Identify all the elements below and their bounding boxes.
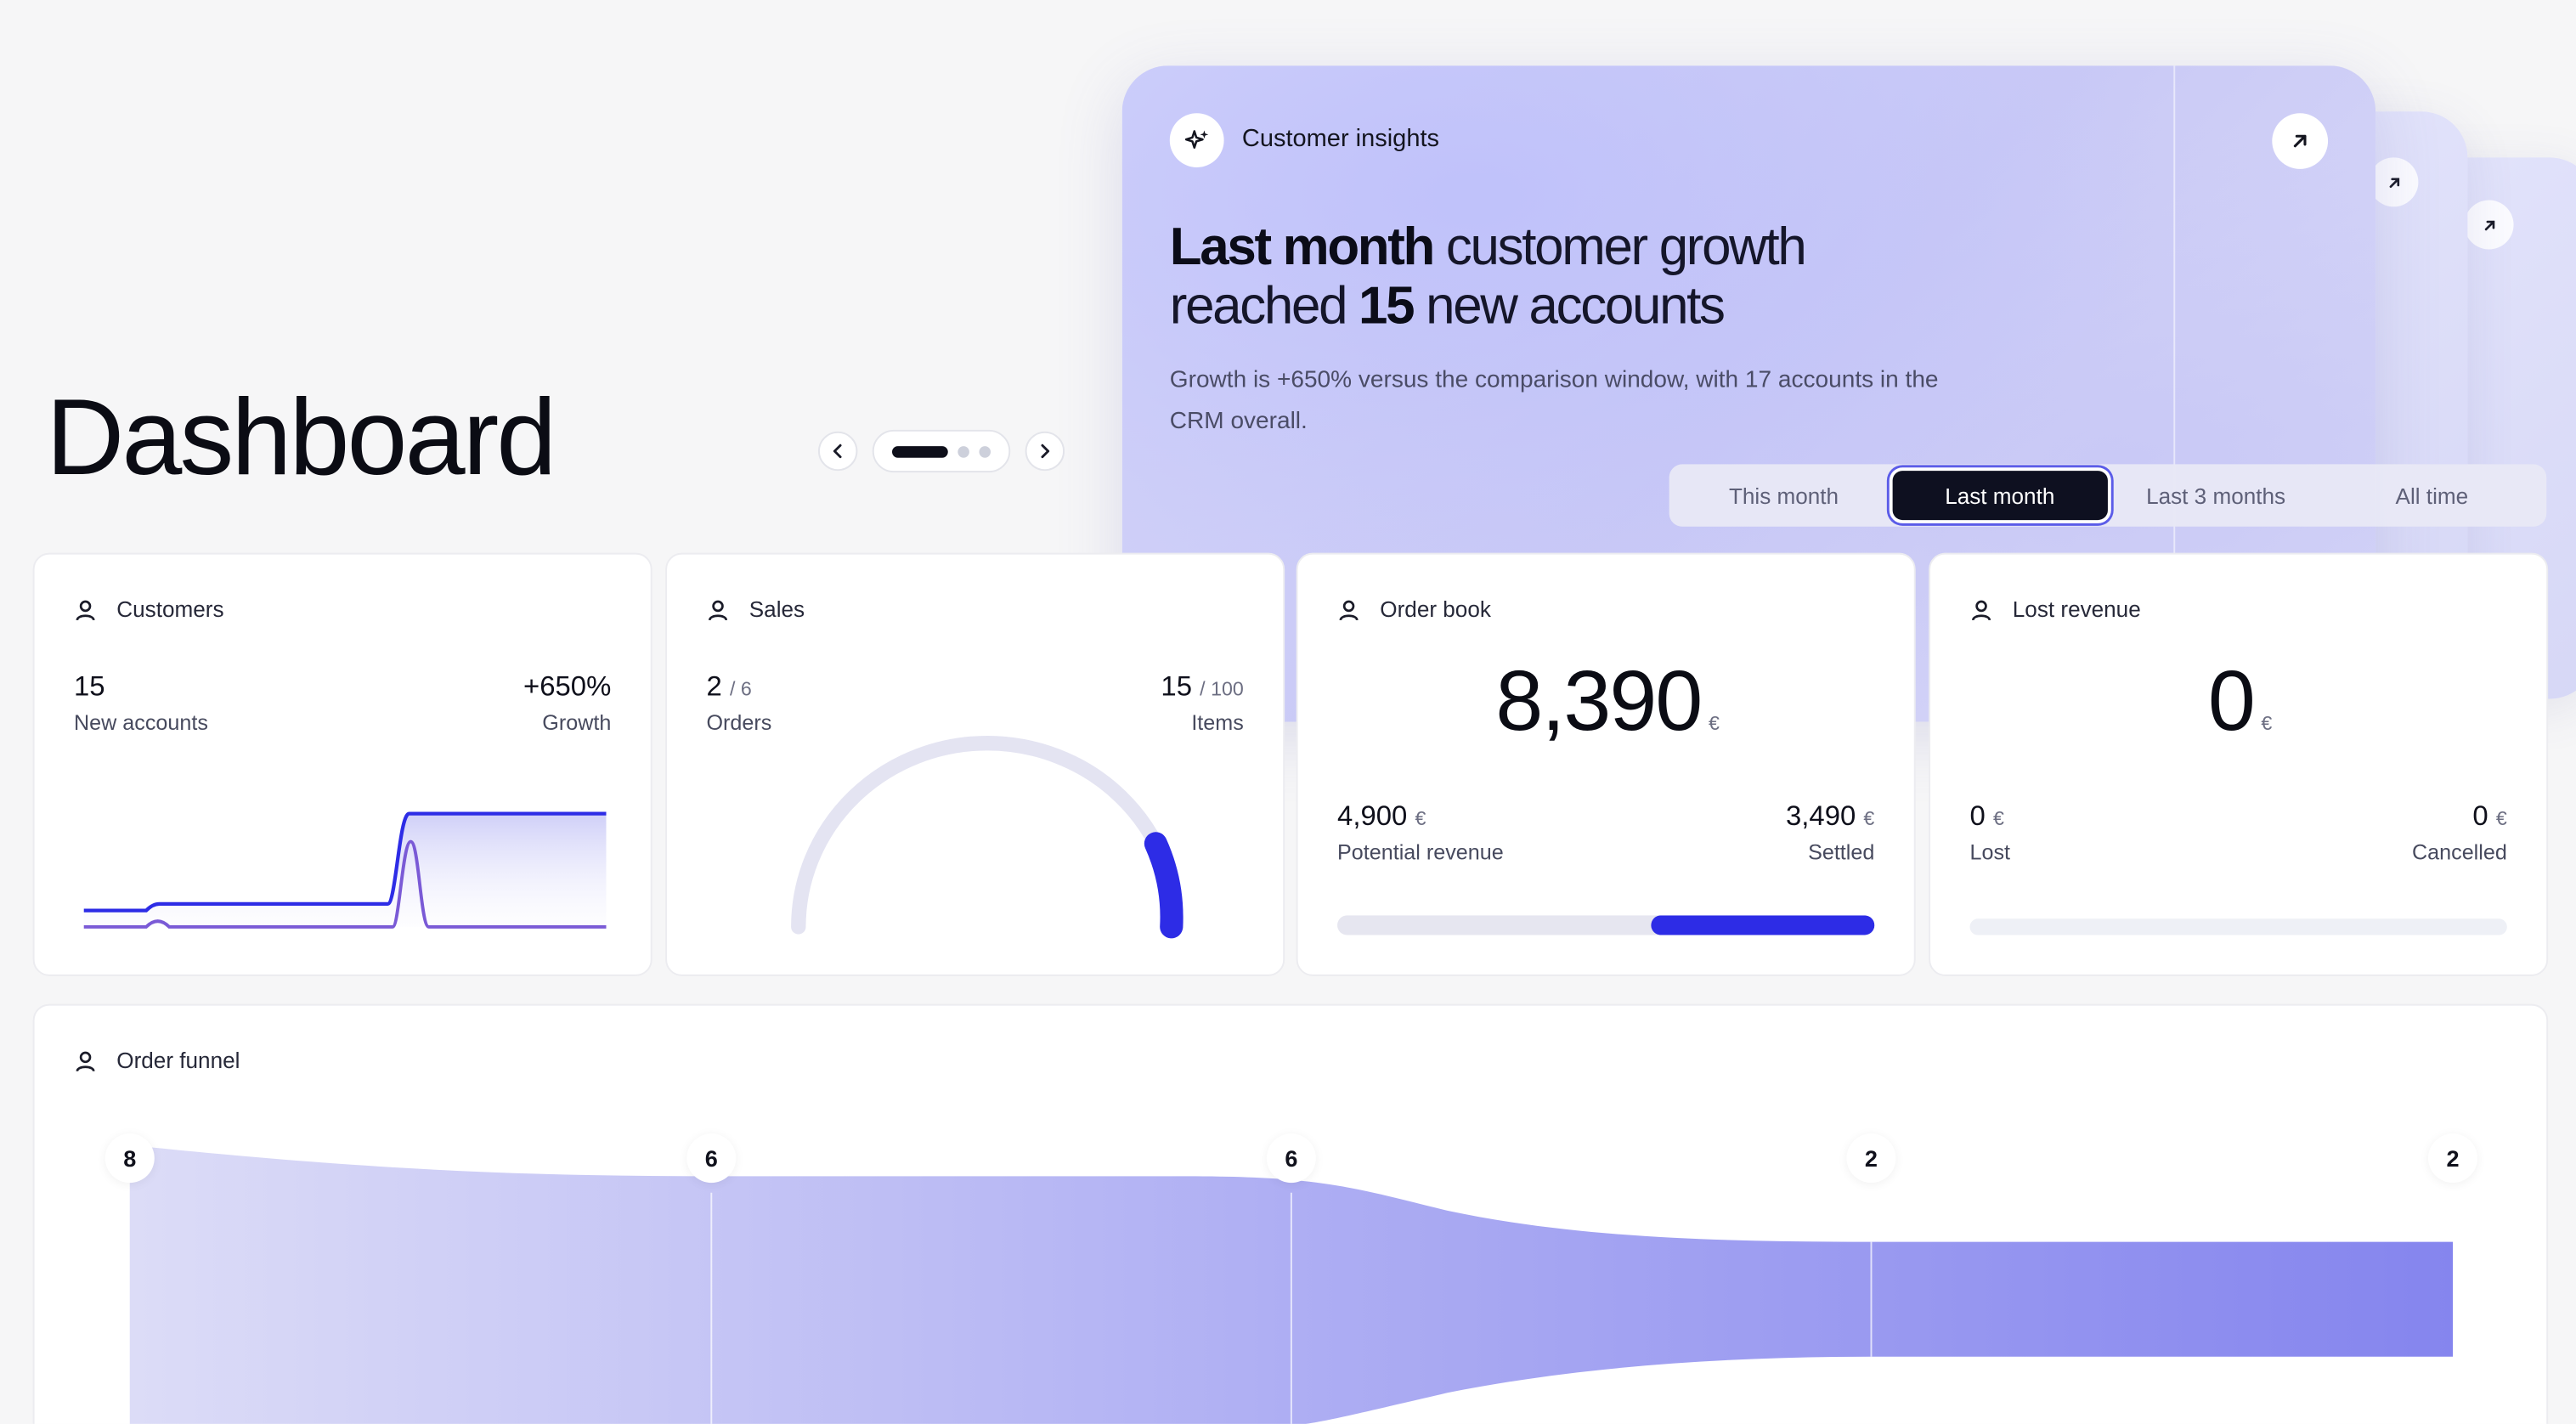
card-title: Lost revenue bbox=[2012, 596, 2141, 622]
order-book-total: 8,390 € bbox=[1495, 654, 1720, 750]
lost-revenue-total: 0 € bbox=[2207, 654, 2273, 750]
customers-card: Customers 15 New accounts +650% Growth bbox=[32, 552, 652, 976]
insight-description: Growth is +650% versus the comparison wi… bbox=[1169, 367, 1939, 435]
carousel-dot-3[interactable] bbox=[979, 445, 991, 457]
funnel-chart bbox=[129, 1144, 2454, 1424]
cancelled-label: Cancelled bbox=[2412, 839, 2507, 865]
settled-progress-fill bbox=[1651, 915, 1875, 935]
page-title: Dashboard bbox=[46, 376, 556, 498]
growth-line-current bbox=[83, 811, 607, 913]
period-selector: This month Last month Last 3 months All … bbox=[1669, 464, 2547, 527]
carousel-dot-2[interactable] bbox=[958, 445, 969, 457]
growth-label: Growth bbox=[542, 710, 612, 735]
tab-all-time[interactable]: All time bbox=[2395, 483, 2469, 508]
settled-label: Settled bbox=[1808, 839, 1875, 865]
funnel-stage-4-count: 2 bbox=[1846, 1133, 1896, 1184]
card-title: Customers bbox=[116, 596, 224, 622]
open-arrow-icon bbox=[2369, 157, 2419, 207]
new-accounts-value: 15 bbox=[74, 670, 105, 703]
card-title: Order book bbox=[1380, 596, 1491, 622]
orders-value: 2 / 6 bbox=[706, 670, 752, 703]
lost-progress-bar bbox=[1969, 918, 2507, 935]
funnel-stage-5-count: 2 bbox=[2428, 1133, 2478, 1184]
tab-last-month[interactable]: Last month bbox=[1891, 471, 2108, 521]
funnel-stage-2-count: 6 bbox=[686, 1133, 737, 1184]
settled-value: 3,490 € bbox=[1785, 800, 1875, 832]
card-title: Sales bbox=[749, 596, 805, 622]
potential-revenue-value: 4,900 € bbox=[1337, 800, 1426, 832]
funnel-stage-1-count: 8 bbox=[105, 1133, 155, 1184]
growth-chart bbox=[83, 811, 607, 929]
chevron-left-icon bbox=[833, 444, 842, 459]
growth-line-previous bbox=[83, 839, 607, 929]
insight-headline: Last month customer growth reached 15 ne… bbox=[1169, 216, 1807, 335]
sales-card: Sales 2 / 6 Orders 15 / 100 Items bbox=[665, 552, 1285, 976]
gauge-fill bbox=[1144, 832, 1183, 939]
card-title: Order funnel bbox=[116, 1048, 240, 1073]
chevron-right-icon bbox=[1041, 444, 1050, 459]
user-icon bbox=[76, 1050, 95, 1071]
settled-progress-bar bbox=[1337, 915, 1875, 935]
lost-label: Lost bbox=[1969, 839, 2011, 865]
gauge-track bbox=[791, 736, 1184, 935]
lost-value: 0 € bbox=[1969, 800, 2004, 832]
items-label: Items bbox=[1191, 710, 1244, 735]
items-value: 15 / 100 bbox=[1161, 670, 1244, 703]
growth-value: +650% bbox=[523, 670, 612, 703]
lost-revenue-card: Lost revenue 0 € 0 € Lost 0 € Cancelled bbox=[1929, 552, 2549, 976]
cancelled-value: 0 € bbox=[2472, 800, 2507, 832]
arrow-up-right-icon bbox=[2293, 134, 2307, 148]
open-arrow-icon bbox=[2464, 200, 2514, 250]
new-accounts-label: New accounts bbox=[74, 710, 208, 735]
tab-this-month[interactable]: This month bbox=[1728, 483, 1839, 508]
sales-gauge bbox=[791, 736, 1184, 939]
order-funnel-card: Order funnel 8 6 6 2 2 bbox=[32, 1003, 2549, 1424]
user-icon bbox=[709, 599, 728, 620]
orders-label: Orders bbox=[706, 710, 772, 735]
carousel-pagination bbox=[872, 429, 1011, 473]
carousel-prev-button[interactable] bbox=[817, 431, 858, 472]
user-icon bbox=[76, 599, 95, 620]
carousel-next-button[interactable] bbox=[1025, 431, 1065, 472]
funnel-stage-3-count: 6 bbox=[1266, 1133, 1316, 1184]
insight-label: Customer insights bbox=[1241, 124, 1440, 153]
user-icon bbox=[1339, 599, 1359, 620]
user-icon bbox=[1972, 599, 1991, 620]
carousel-dot-1[interactable] bbox=[891, 445, 948, 457]
growth-area bbox=[83, 813, 607, 927]
potential-revenue-label: Potential revenue bbox=[1337, 839, 1504, 865]
open-insight-button[interactable] bbox=[2272, 113, 2329, 169]
card-divider bbox=[2173, 65, 2176, 722]
sparkle-icon bbox=[1169, 113, 1224, 167]
tab-last-3-months[interactable]: Last 3 months bbox=[2146, 483, 2286, 508]
order-book-card: Order book 8,390 € 4,900 € Potential rev… bbox=[1296, 552, 1916, 976]
